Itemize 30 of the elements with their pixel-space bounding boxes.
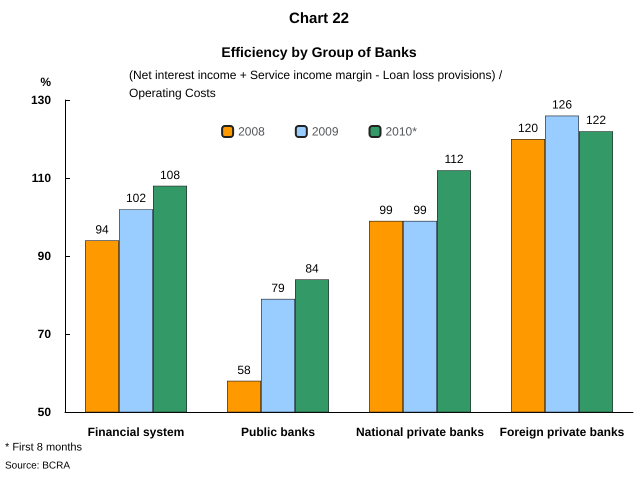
data-label: 122 [586,113,606,128]
text: * First 8 months [5,442,83,454]
text: (Net interest income + Service income margin - Loan loss provisions) / Operating Costs [129,68,506,100]
data-label: 58 [237,362,251,377]
x-tick-label: National private banks [356,425,484,439]
data-label: 112 [444,152,464,166]
data-label: 99 [379,202,393,217]
data-label: 84 [305,261,319,276]
legend-label: 2010* [386,124,418,138]
data-label: 79 [271,280,285,295]
data-label: 102 [126,191,146,206]
x-tick-label: Public banks [240,425,316,439]
y-axis-title: % [40,75,52,89]
y-tick-label: 110 [32,171,52,185]
source-note: Source: BCRA [5,460,70,472]
data-label: 108 [160,168,180,182]
legend-label: 2008 [238,124,266,138]
chart-title: Chart 22 [288,10,350,27]
y-tick-label: 70 [38,327,52,341]
data-label: 94 [95,222,109,236]
y-tick-label: 50 [38,405,52,419]
y-tick-label: 90 [38,249,52,263]
data-label: 120 [518,121,538,135]
x-tick-label: Financial system [88,425,184,439]
y-tick-label: 130 [30,93,52,107]
data-label: 99 [413,202,427,217]
chart-subtitle: Efficiency by Group of Banks [221,44,417,60]
legend-label: 2009 [312,124,339,138]
data-label: 126 [552,98,572,112]
x-tick-label: Foreign private banks [500,425,625,439]
